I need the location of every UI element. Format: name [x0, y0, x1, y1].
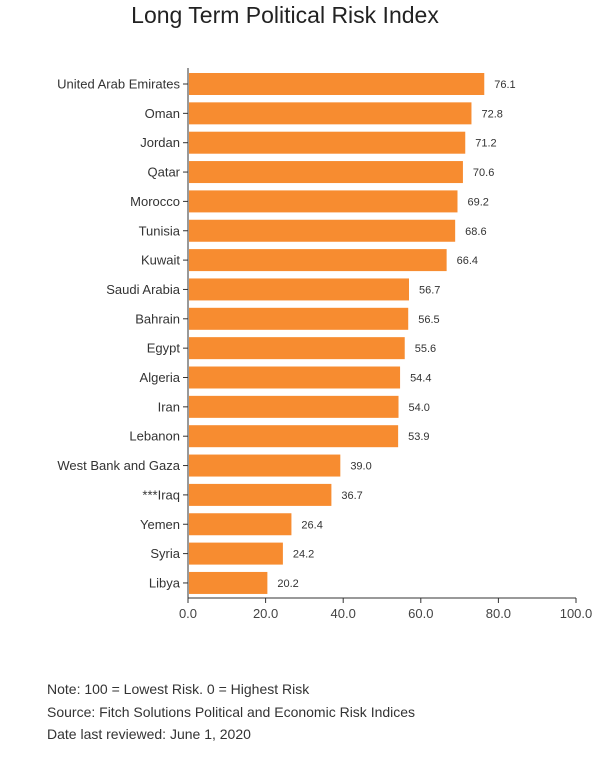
category-label: Saudi Arabia: [106, 282, 180, 297]
bar: [189, 542, 283, 565]
category-label: Iran: [158, 399, 180, 414]
category-label: Qatar: [147, 165, 180, 180]
x-tick-label: 40.0: [331, 606, 356, 621]
bar: [189, 366, 401, 389]
bar-chart: United Arab Emirates 76.1 Oman 72.8 Jordan 71…: [57, 68, 593, 621]
category-label: Libya: [149, 575, 181, 590]
value-label: 70.6: [473, 167, 494, 179]
category-label: Yemen: [140, 517, 180, 532]
bar: [189, 102, 472, 125]
x-tick-label: 80.0: [486, 606, 511, 621]
category-label: United Arab Emirates: [57, 77, 180, 92]
value-label: 76.1: [494, 79, 515, 91]
bar: [189, 219, 456, 242]
bar: [189, 425, 399, 448]
category-label: Jordan: [140, 135, 180, 150]
bar: [189, 278, 409, 301]
x-tick-label: 20.0: [253, 606, 278, 621]
category-label: Algeria: [140, 370, 181, 385]
value-label: 54.4: [410, 373, 431, 385]
category-label: Egypt: [147, 341, 181, 356]
value-label: 24.2: [293, 549, 314, 561]
bar: [189, 131, 466, 154]
x-tick-label: 100.0: [560, 606, 593, 621]
note-text: Note: 100 = Lowest Risk. 0 = Highest Ris…: [47, 681, 310, 697]
value-label: 20.2: [277, 578, 298, 590]
value-label: 68.6: [465, 226, 486, 238]
category-label: Syria: [150, 546, 180, 561]
bar: [189, 395, 399, 418]
value-label: 55.6: [415, 343, 436, 355]
bar: [189, 454, 341, 477]
value-label: 36.7: [341, 490, 362, 502]
bar: [189, 337, 405, 360]
bar: [189, 190, 458, 213]
value-label: 53.9: [408, 431, 429, 443]
chart-title: Long Term Political Risk Index: [131, 2, 439, 28]
category-label: Tunisia: [139, 223, 181, 238]
bar: [189, 161, 463, 184]
source-text: Source: Fitch Solutions Political and Ec…: [47, 703, 416, 720]
category-label: ***Iraq: [142, 487, 180, 502]
bar: [189, 249, 447, 272]
value-label: 56.5: [418, 314, 439, 326]
category-label: Oman: [145, 106, 180, 121]
chart-notes: Note: 100 = Lowest Risk. 0 = Highest Ris…: [47, 678, 415, 746]
category-label: Lebanon: [129, 429, 180, 444]
bar: [189, 483, 332, 506]
value-label: 26.4: [301, 519, 322, 531]
value-label: 66.4: [457, 255, 478, 267]
bar: [189, 571, 268, 594]
value-label: 69.2: [467, 196, 488, 208]
value-label: 39.0: [350, 461, 371, 473]
bar: [189, 307, 409, 330]
value-label: 54.0: [409, 402, 430, 414]
x-tick-label: 60.0: [408, 606, 433, 621]
category-label: Bahrain: [135, 311, 180, 326]
category-label: West Bank and Gaza: [57, 458, 180, 473]
category-label: Kuwait: [141, 253, 180, 268]
value-label: 72.8: [481, 108, 502, 120]
category-label: Morocco: [130, 194, 180, 209]
x-tick-label: 0.0: [179, 606, 197, 621]
bar: [189, 73, 485, 95]
bar: [189, 513, 292, 536]
reviewed-text: Date last reviewed: June 1, 2020: [47, 726, 251, 742]
value-label: 56.7: [419, 284, 440, 296]
value-label: 71.2: [475, 138, 496, 150]
